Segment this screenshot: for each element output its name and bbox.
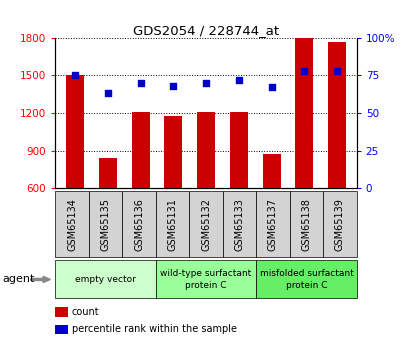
Text: GSM65132: GSM65132 (200, 198, 211, 251)
Text: misfolded surfactant
protein C: misfolded surfactant protein C (259, 269, 353, 289)
Bar (229, 112, 247, 188)
Point (170, 83, 176, 89)
Bar (262, 154, 280, 188)
Title: GDS2054 / 228744_at: GDS2054 / 228744_at (133, 24, 279, 37)
Point (333, 68, 339, 74)
Point (72, 73, 78, 78)
Text: percentile rank within the sample: percentile rank within the sample (72, 325, 236, 334)
Text: GSM65138: GSM65138 (301, 198, 311, 251)
Bar (99, 158, 117, 188)
Text: GSM65136: GSM65136 (134, 198, 144, 251)
Point (104, 91, 111, 96)
Text: count: count (72, 307, 99, 317)
Point (300, 68, 307, 74)
Text: GSM65139: GSM65139 (334, 198, 344, 251)
Point (202, 80, 209, 86)
Point (137, 80, 144, 86)
Bar (294, 38, 312, 188)
Text: wild-type surfactant
protein C: wild-type surfactant protein C (160, 269, 251, 289)
Text: empty vector: empty vector (75, 275, 136, 284)
Bar (66, 76, 84, 188)
Text: GSM65137: GSM65137 (267, 198, 277, 251)
Text: agent: agent (2, 275, 34, 284)
Bar (327, 42, 345, 188)
Point (235, 77, 241, 83)
Bar (164, 116, 182, 188)
Text: GSM65133: GSM65133 (234, 198, 244, 251)
Point (267, 85, 274, 90)
Bar (131, 112, 149, 188)
Text: GSM65135: GSM65135 (100, 198, 110, 251)
Text: GSM65134: GSM65134 (67, 198, 77, 251)
Text: GSM65131: GSM65131 (167, 198, 177, 251)
Bar (197, 112, 214, 188)
